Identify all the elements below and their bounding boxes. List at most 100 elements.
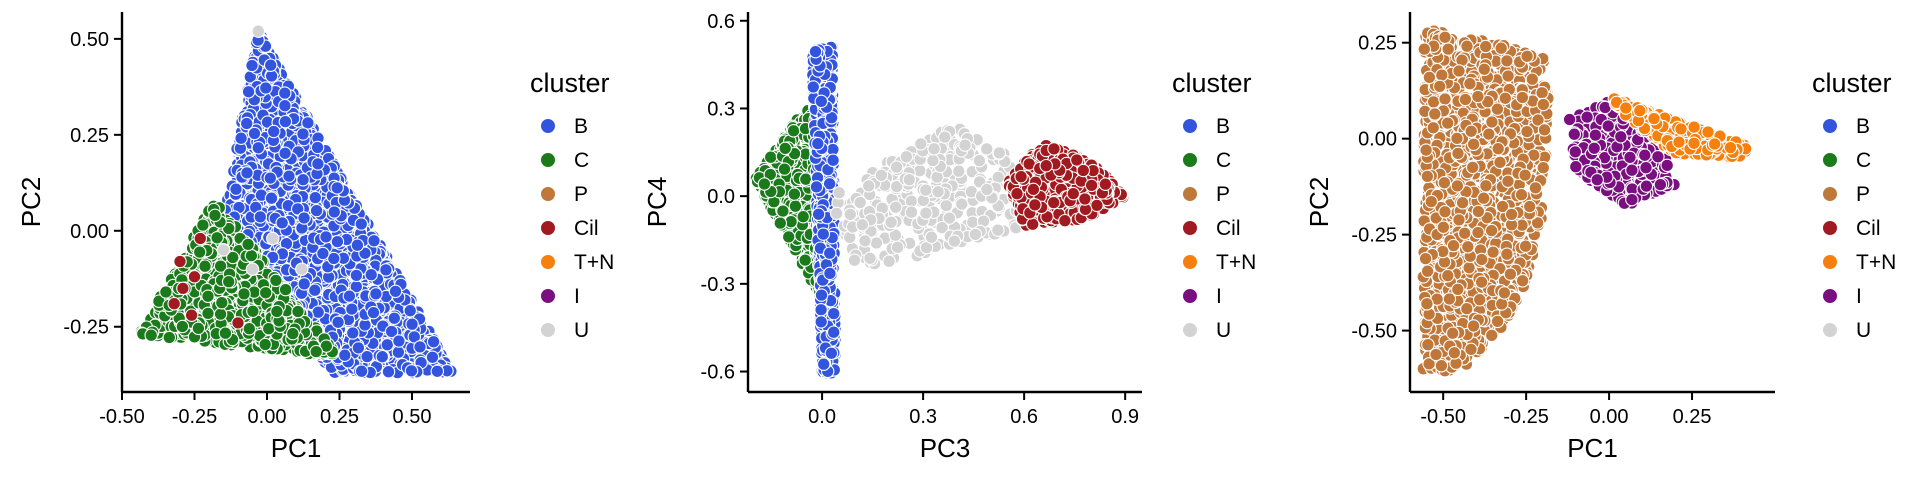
data-point bbox=[216, 243, 231, 257]
legend-label: B bbox=[574, 115, 588, 138]
legend-item: P bbox=[540, 183, 588, 206]
data-point bbox=[201, 306, 215, 321]
x-tick-label: 0.50 bbox=[393, 406, 432, 428]
data-point bbox=[259, 81, 273, 95]
data-point bbox=[798, 253, 812, 267]
data-point bbox=[301, 116, 315, 130]
y-tick-label: 0.50 bbox=[70, 29, 109, 51]
data-point bbox=[253, 210, 268, 224]
data-point bbox=[814, 288, 829, 302]
data-point bbox=[237, 287, 251, 301]
legend-label: C bbox=[574, 149, 589, 172]
x-tick-label: 0.25 bbox=[320, 406, 359, 428]
data-point bbox=[346, 326, 360, 340]
legend-label: I bbox=[574, 285, 580, 308]
data-point bbox=[242, 321, 257, 336]
data-point bbox=[275, 216, 289, 230]
data-point bbox=[375, 349, 390, 364]
data-point bbox=[330, 181, 344, 195]
data-point bbox=[338, 348, 352, 362]
data-point bbox=[269, 273, 283, 288]
data-point bbox=[258, 286, 273, 300]
data-point bbox=[366, 305, 381, 320]
data-point bbox=[777, 162, 792, 176]
legend-label: T+N bbox=[574, 251, 614, 274]
data-point bbox=[388, 284, 403, 299]
data-point bbox=[350, 238, 365, 252]
data-point bbox=[278, 86, 292, 100]
x-tick-label: -0.25 bbox=[172, 406, 218, 428]
data-point bbox=[309, 203, 324, 218]
legend-item: T+N bbox=[540, 251, 614, 274]
data-point bbox=[345, 302, 359, 316]
legend-item: C bbox=[540, 149, 589, 172]
data-point bbox=[757, 177, 772, 191]
data-point bbox=[392, 334, 406, 348]
legend-swatch bbox=[540, 152, 556, 168]
data-point bbox=[330, 234, 345, 249]
legend-label: P bbox=[574, 183, 588, 206]
data-point bbox=[781, 230, 796, 244]
data-point bbox=[364, 267, 378, 282]
data-point bbox=[309, 344, 323, 359]
data-point bbox=[241, 237, 255, 252]
data-point bbox=[354, 364, 369, 378]
data-point bbox=[826, 153, 840, 168]
data-point bbox=[773, 216, 788, 230]
x-tick-label: 0.00 bbox=[248, 406, 287, 428]
data-point bbox=[245, 58, 259, 73]
data-point bbox=[426, 335, 441, 349]
data-point bbox=[787, 187, 802, 201]
data-point bbox=[192, 245, 207, 259]
legend-item: Cil bbox=[540, 217, 599, 240]
legend-label: U bbox=[574, 319, 589, 342]
data-point bbox=[776, 204, 790, 218]
data-point bbox=[191, 321, 206, 336]
data-point bbox=[811, 136, 825, 151]
series-u bbox=[829, 122, 1031, 271]
data-point bbox=[208, 208, 222, 223]
data-point bbox=[218, 326, 233, 340]
data-point bbox=[387, 311, 402, 326]
data-point bbox=[291, 304, 305, 319]
data-point bbox=[826, 306, 841, 321]
data-point bbox=[778, 141, 792, 156]
data-point bbox=[822, 246, 837, 260]
data-point bbox=[247, 126, 262, 141]
data-point bbox=[311, 305, 325, 319]
y-tick-label: -0.25 bbox=[63, 317, 109, 339]
data-point bbox=[278, 98, 292, 113]
data-point bbox=[331, 315, 345, 330]
data-point bbox=[811, 207, 826, 222]
legend-item: I bbox=[540, 285, 580, 308]
data-point bbox=[786, 124, 801, 138]
data-point bbox=[296, 172, 310, 187]
scatter-points bbox=[134, 24, 458, 380]
scatter-points bbox=[749, 40, 1130, 380]
data-point bbox=[159, 285, 173, 299]
data-point bbox=[308, 190, 323, 205]
data-point bbox=[144, 328, 158, 342]
data-point bbox=[381, 364, 396, 379]
data-point bbox=[234, 131, 248, 145]
data-point bbox=[824, 346, 839, 361]
y-tick-label: 0.25 bbox=[70, 125, 109, 147]
data-point bbox=[210, 231, 224, 245]
data-point bbox=[278, 282, 293, 297]
data-point bbox=[187, 270, 202, 284]
legend-item: U bbox=[540, 319, 589, 342]
panel-pc1-pc2-left: -0.50 -0.25 0.00 0.25 0.50 -0.25 0.00 0.25 0.50 P… bbox=[16, 12, 614, 463]
data-point bbox=[167, 296, 181, 311]
data-point bbox=[319, 230, 333, 244]
data-point bbox=[391, 345, 406, 359]
data-point bbox=[413, 340, 427, 354]
data-point bbox=[184, 308, 199, 322]
data-point bbox=[264, 191, 279, 205]
y-tick-label: 0.00 bbox=[70, 221, 109, 243]
data-point bbox=[241, 85, 256, 99]
x-tick-label: -0.50 bbox=[99, 406, 145, 428]
legend-item: B bbox=[540, 115, 588, 138]
data-point bbox=[311, 157, 325, 171]
